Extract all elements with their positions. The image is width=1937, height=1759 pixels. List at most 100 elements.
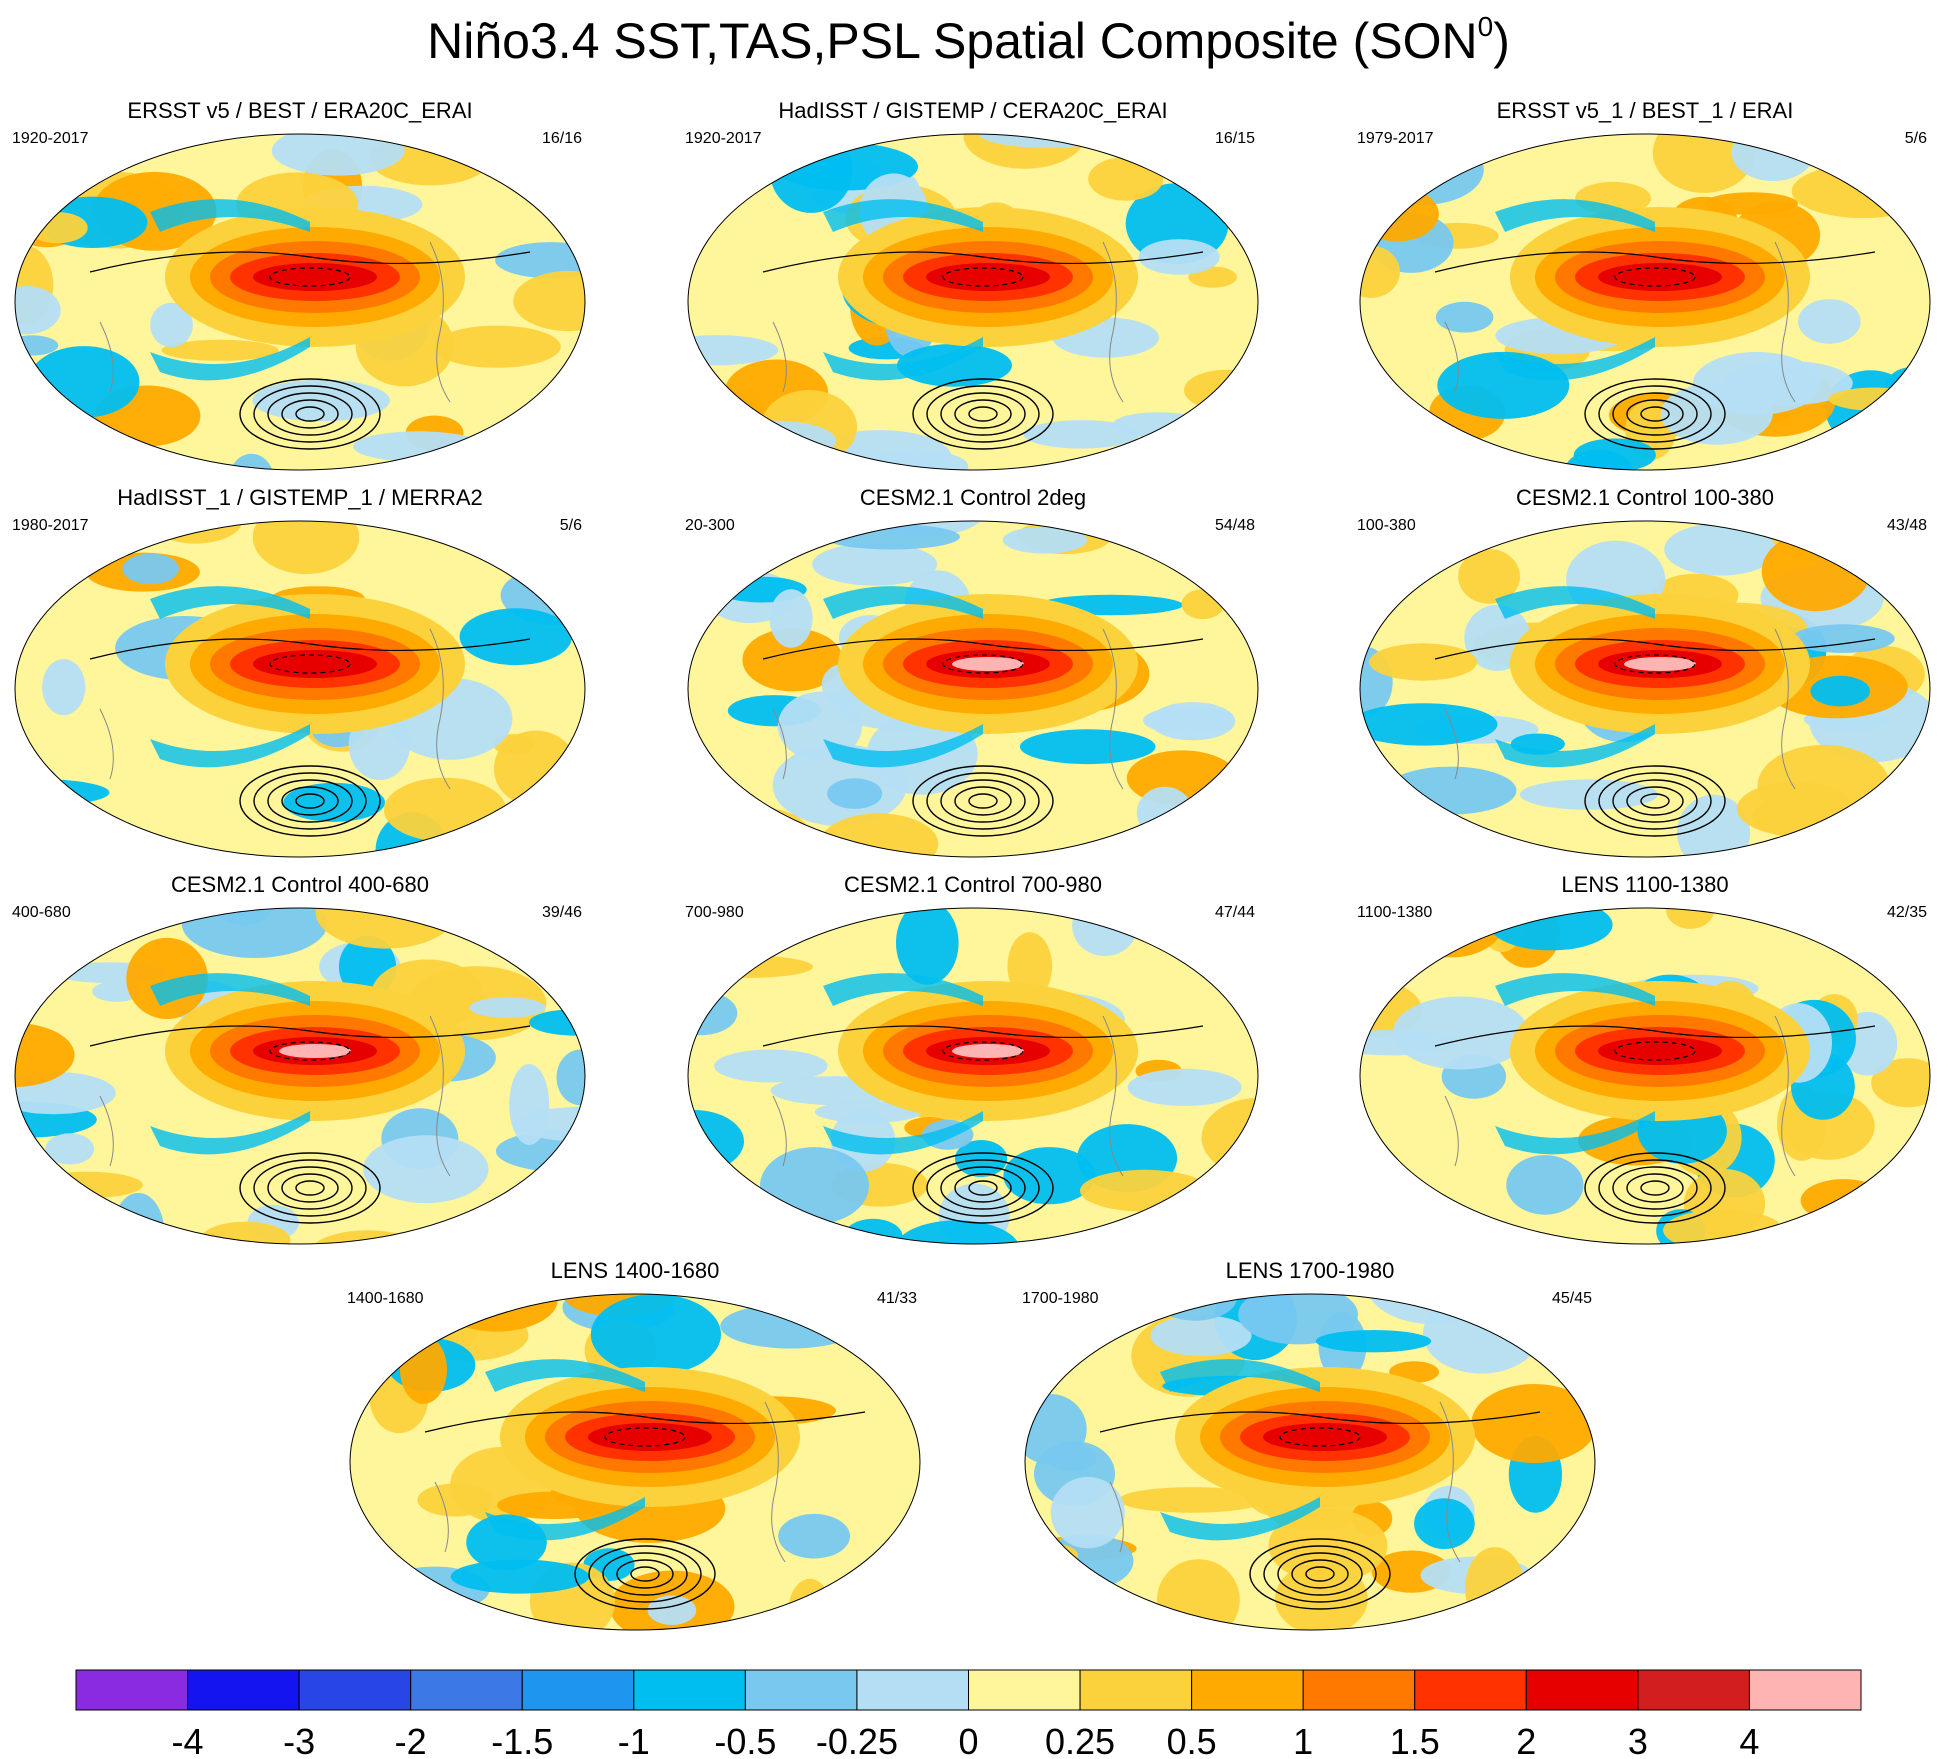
panel-period: 1920-2017 [685, 130, 762, 147]
map-border [687, 133, 1259, 471]
anomaly-field [15, 521, 585, 857]
panel-count: 16/15 [1214, 130, 1255, 147]
panel-title: LENS 1700-1980 [1225, 1258, 1395, 1283]
colorbar-tick-label: 0.5 [1167, 1721, 1217, 1759]
colorbar-swatch [968, 1669, 1081, 1711]
panel-period: 100-380 [1357, 517, 1416, 534]
colorbar-swatch [521, 1669, 635, 1711]
panel-period: 700-980 [685, 904, 744, 921]
panel-title: LENS 1400-1680 [550, 1258, 720, 1283]
colorbar-swatch [744, 1669, 858, 1711]
map-border [1359, 520, 1931, 858]
panel-count: 5/6 [559, 517, 582, 534]
colorbar-tick-label: 3 [1628, 1721, 1648, 1759]
colorbar-tick-label: -1.5 [491, 1721, 553, 1759]
anomaly-field [1360, 521, 1930, 857]
colorbar-swatch [856, 1669, 969, 1711]
colorbar-swatch [410, 1669, 523, 1711]
map-border [1359, 133, 1931, 471]
map-panel-ersst: ERSST v5 / BEST / ERA20C_ERAI 1920-2017 … [10, 98, 590, 478]
colorbar-swatch [1302, 1669, 1416, 1711]
colorbar-swatch [75, 1669, 189, 1711]
panel-title: CESM2.1 Control 400-680 [170, 872, 430, 897]
anomaly-field [15, 134, 585, 470]
panel-count: 45/45 [1551, 1290, 1592, 1307]
panel-title: HadISST / GISTEMP / CERA20C_ERAI [778, 98, 1168, 123]
colorbar-tick-label: -3 [283, 1721, 315, 1759]
world-map [687, 133, 1259, 471]
world-map [687, 907, 1259, 1245]
world-map [1359, 520, 1931, 858]
panel-title: CESM2.1 Control 2deg [859, 485, 1087, 510]
anomaly-field [688, 521, 1258, 857]
map-panel-hadisst: HadISST / GISTEMP / CERA20C_ERAI 1920-20… [683, 98, 1263, 478]
world-map [14, 907, 586, 1245]
map-panel-lens-1400-1680: LENS 1400-1680 1400-1680 41/33 [345, 1258, 925, 1638]
colorbar-swatch [633, 1669, 746, 1711]
panel-count: 16/16 [541, 130, 582, 147]
anomaly-field [688, 134, 1258, 470]
colorbar-swatch [1079, 1669, 1193, 1711]
anomaly-field [1360, 134, 1930, 470]
anomaly-field [688, 908, 1258, 1244]
map-border [349, 1293, 921, 1631]
panel-period: 1700-1980 [1022, 1290, 1099, 1307]
colorbar-swatch [1191, 1669, 1304, 1711]
world-map [14, 133, 586, 471]
colorbar-tick-label: 1.5 [1390, 1721, 1440, 1759]
colorbar-swatch [1748, 1669, 1862, 1711]
world-map [349, 1293, 921, 1631]
world-map [687, 520, 1259, 858]
map-border [1359, 907, 1931, 1245]
colorbar-tick-label: 0.25 [1045, 1721, 1115, 1759]
panel-count: 42/35 [1886, 904, 1927, 921]
map-border [687, 907, 1259, 1245]
map-panel-cesm-100-380: CESM2.1 Control 100-380 100-380 43/48 [1355, 485, 1935, 865]
colorbar-tick-label: -1 [618, 1721, 650, 1759]
panel-title: CESM2.1 Control 100-380 [1515, 485, 1775, 510]
title-text: Niño3.4 SST,TAS,PSL Spatial Composite (S… [427, 13, 1478, 69]
map-border [14, 907, 586, 1245]
title-superscript: 0 [1477, 11, 1494, 43]
panel-count: 43/48 [1886, 517, 1927, 534]
panel-period: 1980-2017 [12, 517, 89, 534]
colorbar-swatch [1414, 1669, 1527, 1711]
anomaly-field [15, 908, 585, 1244]
world-map [1359, 133, 1931, 471]
colorbar-tick-label: -0.25 [816, 1721, 898, 1759]
panel-count: 54/48 [1214, 517, 1255, 534]
panel-title: HadISST_1 / GISTEMP_1 / MERRA2 [117, 485, 483, 510]
anomaly-field [350, 1294, 920, 1630]
world-map [1359, 907, 1931, 1245]
colorbar-tick-label: -4 [172, 1721, 204, 1759]
panel-period: 1100-1380 [1357, 904, 1433, 921]
anomaly-field [1025, 1294, 1595, 1630]
panel-period: 400-680 [12, 904, 71, 921]
colorbar-swatch [1637, 1669, 1750, 1711]
colorbar-swatch [187, 1669, 300, 1711]
panel-period: 1920-2017 [12, 130, 89, 147]
panel-title: CESM2.1 Control 700-980 [843, 872, 1103, 897]
world-map [14, 520, 586, 858]
panel-title: ERSST v5 / BEST / ERA20C_ERAI [127, 98, 473, 123]
anomaly-field [1360, 908, 1930, 1244]
map-border [687, 520, 1259, 858]
panel-count: 5/6 [1904, 130, 1927, 147]
panel-count: 39/46 [541, 904, 582, 921]
panel-title: LENS 1100-1380 [1561, 872, 1729, 897]
panel-count: 47/44 [1214, 904, 1255, 921]
map-border [14, 133, 586, 471]
colorbar-tick-label: -2 [395, 1721, 427, 1759]
map-panel-cesm-400-680: CESM2.1 Control 400-680 400-680 39/46 [10, 872, 590, 1252]
colorbar-tick-label: 2 [1516, 1721, 1536, 1759]
panel-period: 20-300 [685, 517, 735, 534]
colorbar-tick-label: -0.5 [714, 1721, 776, 1759]
map-panel-cesm-700-980: CESM2.1 Control 700-980 700-980 47/44 [683, 872, 1263, 1252]
colorbar-swatch [298, 1669, 412, 1711]
map-border [14, 520, 586, 858]
map-border [1024, 1293, 1596, 1631]
map-panel-cesm-2deg: CESM2.1 Control 2deg 20-300 54/48 [683, 485, 1263, 865]
map-panel-lens-1700-1980: LENS 1700-1980 1700-1980 45/45 [1020, 1258, 1600, 1638]
colorbar-tick-label: 1 [1293, 1721, 1313, 1759]
panel-period: 1979-2017 [1357, 130, 1434, 147]
